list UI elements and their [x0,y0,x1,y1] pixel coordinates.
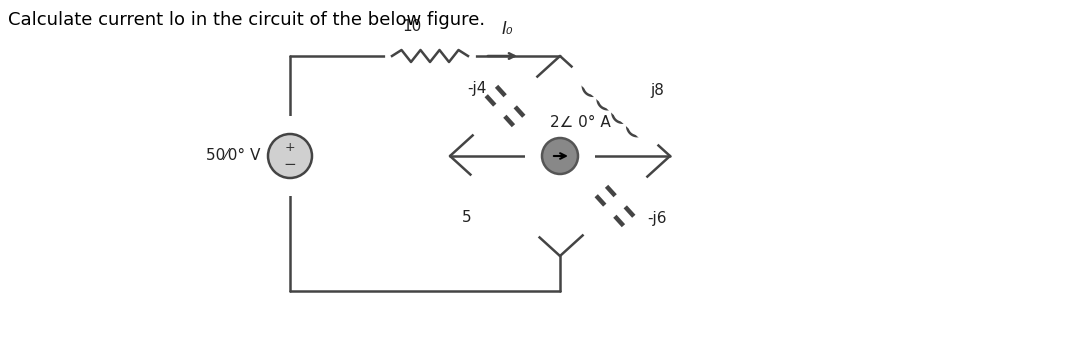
Text: 2∠ 0° A: 2∠ 0° A [550,115,610,130]
Text: 50⁄0° V: 50⁄0° V [205,148,260,163]
Text: +: + [285,141,295,154]
Text: 5: 5 [462,210,472,225]
Text: I₀: I₀ [502,20,513,38]
Text: −: − [284,157,296,172]
Circle shape [268,134,312,178]
Text: Calculate current lo in the circuit of the below figure.: Calculate current lo in the circuit of t… [8,11,485,29]
Text: j8: j8 [650,84,664,99]
Text: 10: 10 [403,19,421,34]
Text: -j6: -j6 [647,210,666,225]
Text: -j4: -j4 [468,80,487,95]
Circle shape [542,138,578,174]
